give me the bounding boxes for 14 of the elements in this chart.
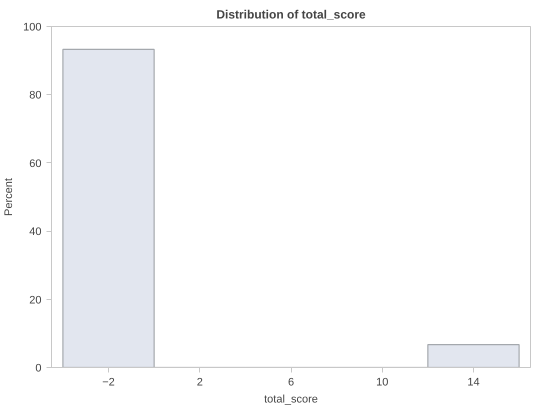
- x-tick-label: 2: [196, 376, 203, 388]
- y-tick-label: 20: [29, 294, 42, 306]
- x-axis-title: total_score: [264, 394, 318, 406]
- y-axis-title: Percent: [3, 178, 16, 216]
- y-tick-label: 0: [35, 362, 42, 374]
- y-tick-label: 40: [29, 226, 42, 238]
- chart-title: Distribution of total_score: [216, 8, 366, 22]
- x-tick-label: 6: [288, 376, 294, 388]
- y-tick-label: 80: [29, 90, 42, 102]
- y-tick-label: 100: [23, 22, 42, 34]
- x-tick-label: −2: [102, 376, 115, 388]
- x-tick-label: 10: [376, 376, 388, 388]
- y-tick-label: 60: [29, 158, 42, 170]
- x-tick-label: 14: [467, 376, 480, 388]
